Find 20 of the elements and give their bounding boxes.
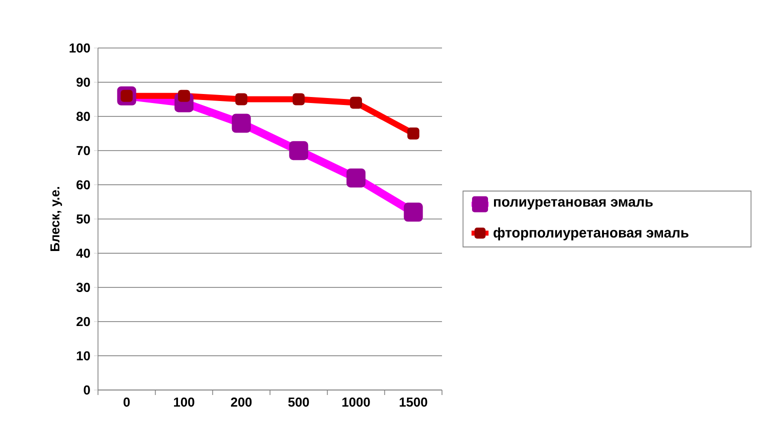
x-tick-label: 200 [230,398,252,407]
y-tick-label: 0 [84,385,90,395]
legend-label: фторполиуретановая эмаль [494,227,688,240]
y-tick-label: 50 [76,214,90,224]
y-axis-title: Блеск, у.е. [50,187,62,252]
y-tick-label: 40 [76,248,90,258]
y-tick-label: 10 [76,351,90,360]
y-tick-label: 80 [76,112,90,121]
x-tick-label: 1000 [342,398,370,407]
y-tick-label: 100 [70,43,90,53]
y-tick-label: 20 [76,317,90,326]
y-tick-label: 60 [76,180,90,190]
x-tick-label: 0 [124,398,130,407]
x-tick-label: 1500 [400,398,428,407]
legend-label: полиуретановая эмаль [494,199,653,210]
y-tick-label: 90 [76,78,90,87]
x-tick-label: 500 [288,398,309,407]
x-tick-label: 100 [174,398,194,407]
y-tick-label: 70 [76,146,90,156]
y-tick-label: 30 [76,282,90,292]
